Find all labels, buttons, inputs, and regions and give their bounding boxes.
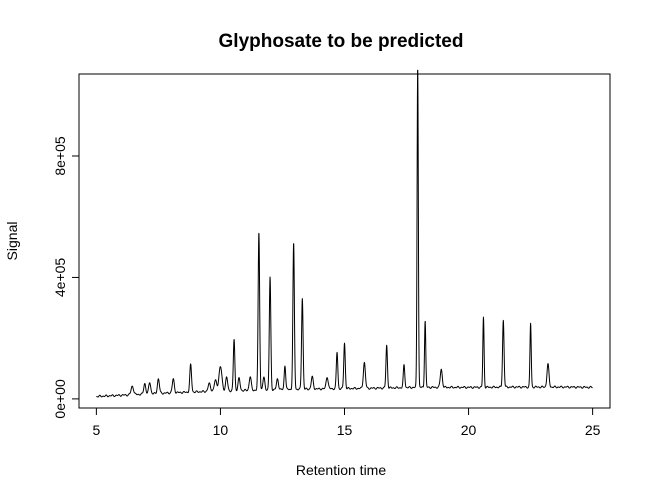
x-axis-label: Retention time	[296, 462, 386, 478]
plot-area-border	[78, 73, 611, 409]
y-tick-label: 0e+00	[52, 379, 68, 419]
signal-series-line	[96, 69, 593, 398]
x-tick-label: 20	[461, 422, 477, 438]
y-tick-label: 4e+05	[52, 258, 68, 298]
y-axis-label: Signal	[4, 222, 20, 261]
x-axis: 5 10 15 20 25	[92, 407, 601, 438]
y-axis: 0e+00 4e+05 8e+05	[52, 136, 80, 419]
x-tick-label: 25	[585, 422, 601, 438]
y-tick-label: 8e+05	[52, 136, 68, 176]
x-tick-label: 10	[213, 422, 229, 438]
x-tick-label: 5	[92, 422, 100, 438]
x-tick-label: 15	[337, 422, 353, 438]
chart-title: Glyphosate to be predicted	[219, 31, 464, 52]
